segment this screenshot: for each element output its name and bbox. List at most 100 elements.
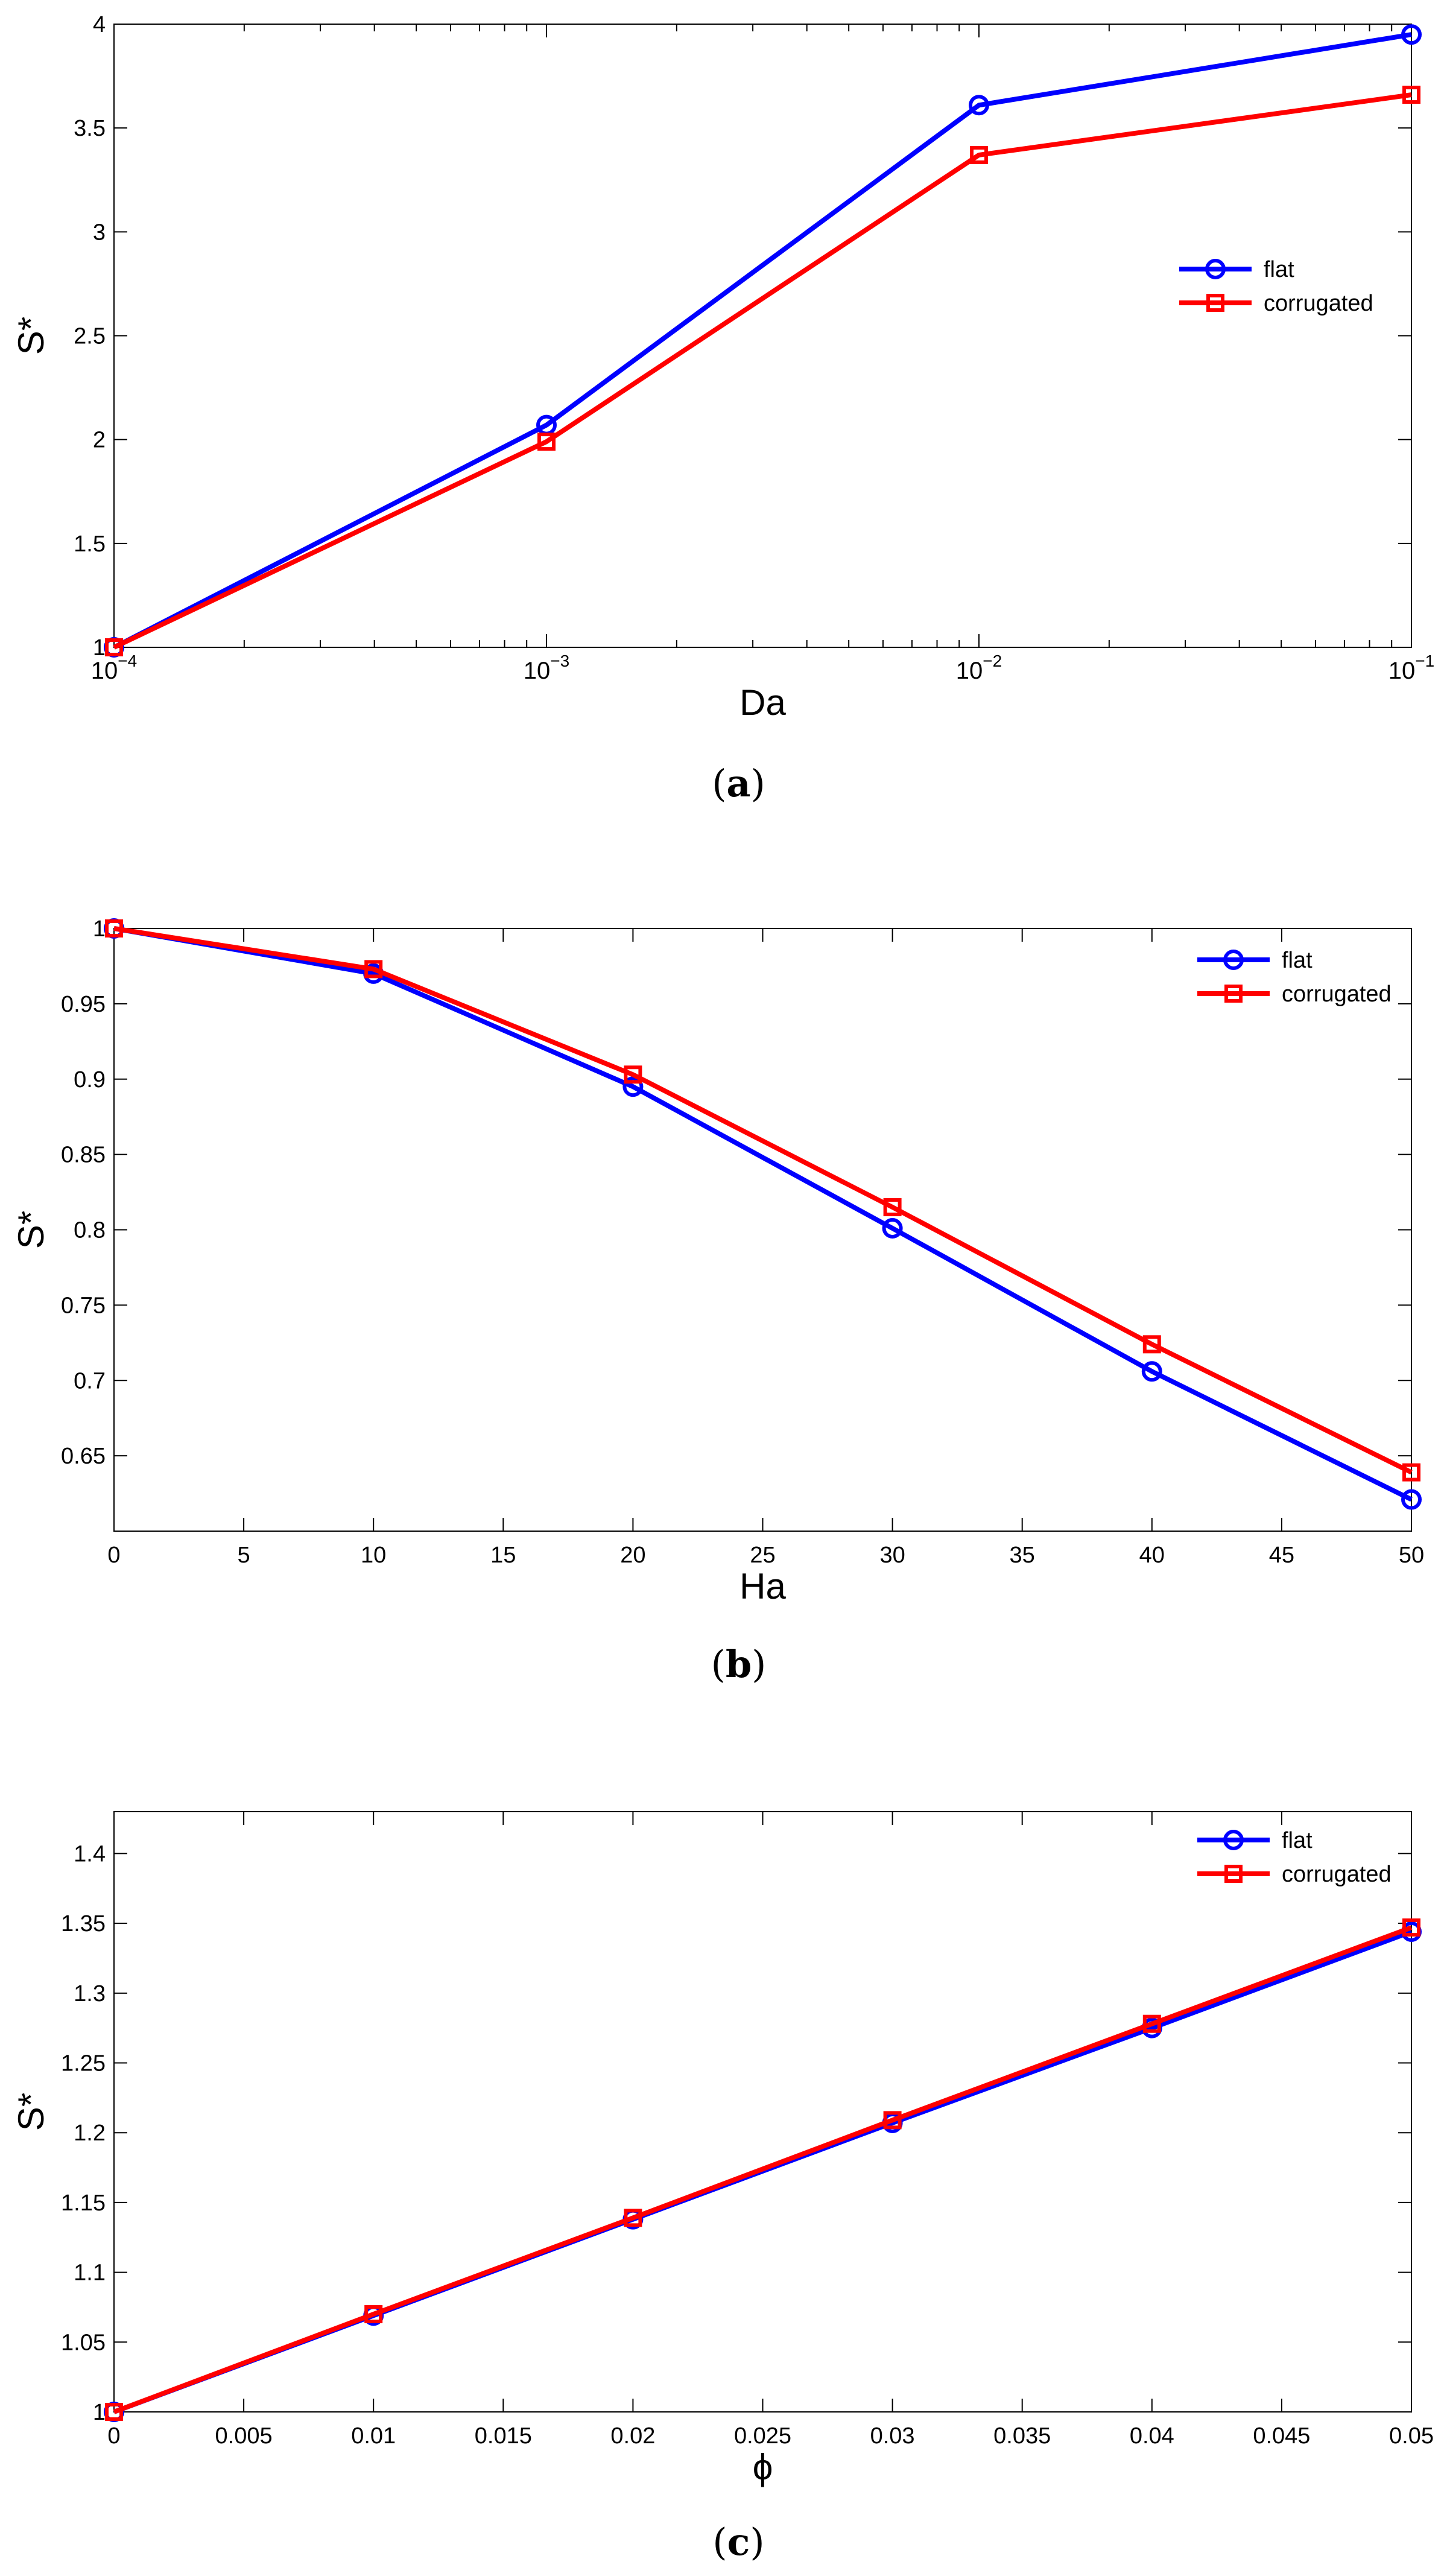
legend-marker-corrugated — [1224, 1865, 1243, 1883]
caption-close: ) — [752, 1642, 766, 1686]
x-tick-label: 0.045 — [1253, 2423, 1310, 2449]
data-point-corrugated — [1142, 1335, 1161, 1354]
x-tick-label-base: 10 — [1389, 658, 1416, 684]
series-line-flat — [113, 32, 1412, 650]
y-axis-label: S* — [11, 317, 51, 355]
x-tick-label: 0 — [107, 1543, 120, 1568]
legend: flat corrugated — [1197, 1828, 1392, 1887]
caption-open: ( — [712, 2520, 727, 2564]
data-point-corrugated — [537, 433, 556, 451]
data-point-corrugated — [364, 960, 383, 979]
y-tick-label: 1.35 — [61, 1911, 106, 1937]
data-point-corrugated — [1402, 86, 1420, 104]
y-tick-label: 0.65 — [61, 1444, 106, 1469]
series-corrugated — [105, 86, 1420, 656]
y-tick-label: 1.05 — [61, 2330, 106, 2355]
series-corrugated — [105, 1918, 1420, 2421]
legend: flat corrugated — [1179, 257, 1373, 316]
legend-marker-flat — [1223, 950, 1244, 970]
x-tick-label: 0.02 — [610, 2423, 655, 2449]
legend-marker-flat — [1223, 1830, 1244, 1850]
caption-close: ) — [750, 2520, 764, 2564]
legend-marker-corrugated — [1224, 985, 1243, 1003]
axes-box — [113, 928, 1412, 1532]
x-tick-label-exponent: −1 — [1415, 652, 1434, 670]
y-tick-label: 0.85 — [61, 1143, 106, 1168]
data-point-corrugated — [1402, 1918, 1420, 1937]
x-tick-label: 10 — [361, 1543, 386, 1568]
y-tick-label: 0.75 — [61, 1293, 106, 1318]
series-line-flat — [113, 926, 1413, 1502]
legend-label-flat: flat — [1282, 1828, 1313, 1853]
x-tick-label-base: 10 — [91, 658, 118, 684]
x-tick-label: 0.005 — [215, 2423, 273, 2449]
x-tick-label: 0.035 — [993, 2423, 1051, 2449]
x-tick-label: 0.025 — [734, 2423, 791, 2449]
data-point-corrugated — [883, 1198, 902, 1217]
legend-label-corrugated: corrugated — [1264, 291, 1373, 316]
y-tick-label: 0.8 — [74, 1218, 106, 1243]
caption-close: ) — [751, 761, 765, 805]
y-tick-label: 0.7 — [74, 1368, 106, 1394]
x-axis-label: Ha — [739, 1566, 786, 1607]
y-tick-label: 1.15 — [61, 2191, 106, 2216]
x-tick-label: 10−1 — [1389, 652, 1434, 684]
panel-caption: (b) — [711, 1642, 767, 1686]
y-tick-label: 1 — [93, 916, 106, 942]
x-tick-label: 25 — [750, 1543, 775, 1568]
data-point-flat — [1141, 1361, 1162, 1382]
series-line-corrugated — [113, 926, 1413, 1475]
y-tick-label: 4 — [93, 12, 106, 37]
y-tick-label: 1.3 — [74, 1981, 106, 2007]
x-tick-label-base: 10 — [524, 658, 551, 684]
data-point-corrugated — [105, 2403, 123, 2421]
x-tick-label: 10−2 — [956, 652, 1002, 684]
y-tick-label: 1.1 — [74, 2260, 106, 2286]
caption-open: ( — [712, 761, 726, 805]
caption-letter: b — [726, 1642, 752, 1686]
chart-panel-a: 10−4 10−3 10−2 10−111.522.533.54DaS*flatcor… — [11, 12, 1434, 805]
legend-marker-flat — [1205, 259, 1226, 279]
y-tick-label: 2 — [93, 428, 106, 453]
caption-letter: c — [727, 2520, 750, 2564]
y-tick-label: 0.95 — [61, 992, 106, 1017]
data-point-flat — [1401, 24, 1422, 45]
x-axis-label: ϕ — [753, 2447, 773, 2487]
x-tick-label: 0.05 — [1389, 2423, 1434, 2449]
data-point-corrugated — [105, 919, 123, 937]
data-point-flat — [622, 1076, 644, 1097]
x-tick-label: 0.015 — [475, 2423, 532, 2449]
axes-box — [113, 1811, 1412, 2413]
x-tick-label: 45 — [1269, 1543, 1294, 1568]
data-point-flat — [969, 95, 989, 116]
x-tick-label: 10−4 — [91, 652, 137, 684]
x-tick-label-exponent: −3 — [550, 652, 569, 670]
y-axis-label: S* — [11, 1211, 51, 1249]
legend-label-corrugated: corrugated — [1282, 982, 1392, 1007]
x-tick-label: 0.04 — [1130, 2423, 1174, 2449]
chart-panel-c: 0 0.005 0.01 0.015 0.02 0.025 0.03 0.035 0.04 0.0… — [11, 1811, 1434, 2564]
data-point-corrugated — [970, 145, 988, 164]
x-axis-label: Da — [739, 682, 786, 723]
x-tick-label: 20 — [620, 1543, 645, 1568]
x-tick-label: 15 — [490, 1543, 516, 1568]
data-point-flat — [882, 1218, 903, 1239]
series-line-corrugated — [113, 92, 1412, 650]
y-tick-label: 1.2 — [74, 2121, 106, 2146]
x-tick-label: 10−3 — [524, 652, 569, 684]
y-tick-label: 1.4 — [74, 1841, 106, 1867]
legend-marker-corrugated — [1206, 294, 1224, 312]
series-line-corrugated — [113, 1925, 1413, 2414]
y-tick-label: 1 — [93, 2400, 106, 2425]
x-tick-label: 0.03 — [870, 2423, 915, 2449]
data-point-corrugated — [1142, 2014, 1161, 2033]
x-tick-label: 0.01 — [351, 2423, 396, 2449]
legend-label-flat: flat — [1282, 948, 1313, 973]
y-tick-label: 3 — [93, 220, 106, 245]
y-tick-label: 2.5 — [74, 324, 106, 349]
data-point-corrugated — [624, 2209, 642, 2227]
y-tick-label: 1.25 — [61, 2051, 106, 2076]
x-tick-label: 30 — [879, 1543, 905, 1568]
x-tick-label-exponent: −2 — [983, 652, 1002, 670]
